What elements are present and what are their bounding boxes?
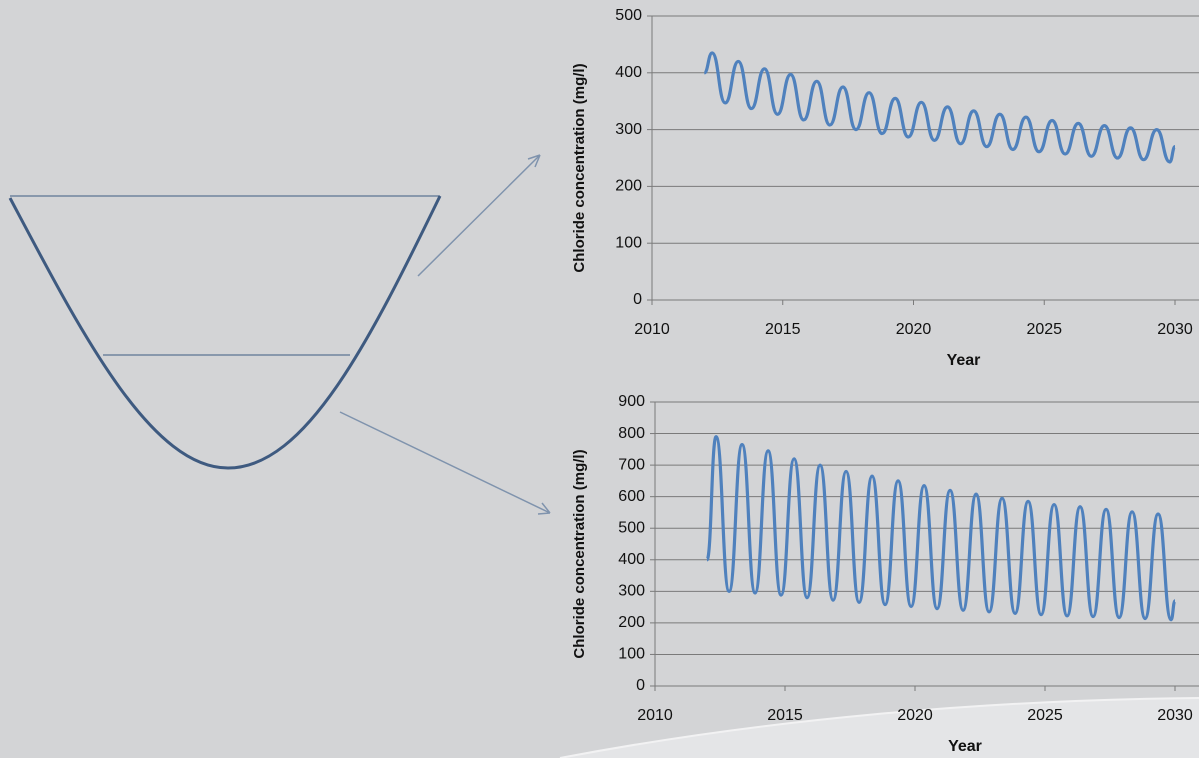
y-tick-label: 400 xyxy=(615,64,642,81)
y-axis-title: Chloride concentration (mg/l) xyxy=(571,63,588,272)
x-tick-label: 2015 xyxy=(765,321,801,338)
y-tick-label: 500 xyxy=(618,519,645,536)
y-tick-label: 0 xyxy=(636,677,645,694)
y-tick-label: 100 xyxy=(618,646,645,663)
y-axis-title: Chloride concentration (mg/l) xyxy=(571,449,588,658)
x-tick-label: 2010 xyxy=(637,707,673,724)
x-axis-title: Year xyxy=(947,352,981,369)
page: 0 100 200 300 400 500 2010 2015 2020 2025 2030 Year… xyxy=(0,0,1199,758)
y-tick-label: 400 xyxy=(618,551,645,568)
y-tick-label: 800 xyxy=(618,425,645,442)
y-tick-label: 900 xyxy=(618,393,645,410)
y-tick-label: 300 xyxy=(615,121,642,138)
y-tick-label: 600 xyxy=(618,488,645,505)
x-axis-title: Year xyxy=(948,738,982,755)
x-tick-label: 2025 xyxy=(1027,707,1063,724)
x-tick-label: 2020 xyxy=(896,321,932,338)
y-tick-label: 300 xyxy=(618,583,645,600)
x-tick-label: 2025 xyxy=(1026,321,1062,338)
y-tick-label: 700 xyxy=(618,456,645,473)
x-tick-label: 2015 xyxy=(767,707,803,724)
y-tick-label: 0 xyxy=(633,291,642,308)
x-tick-label: 2030 xyxy=(1157,321,1193,338)
x-tick-label: 2030 xyxy=(1157,707,1193,724)
y-tick-label: 100 xyxy=(615,234,642,251)
y-tick-label: 500 xyxy=(615,7,642,24)
x-tick-label: 2010 xyxy=(634,321,670,338)
x-tick-label: 2020 xyxy=(897,707,933,724)
y-tick-label: 200 xyxy=(615,178,642,195)
background xyxy=(0,0,1199,758)
y-tick-label: 200 xyxy=(618,614,645,631)
